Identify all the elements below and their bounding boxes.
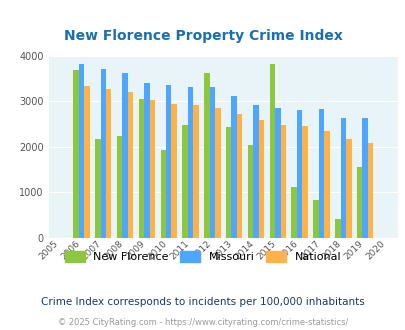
Bar — [166, 85, 171, 238]
Bar — [367, 143, 373, 238]
Bar — [128, 92, 133, 238]
Bar — [171, 104, 177, 238]
Bar — [73, 70, 79, 238]
Text: Crime Index corresponds to incidents per 100,000 inhabitants: Crime Index corresponds to incidents per… — [41, 297, 364, 307]
Bar — [340, 118, 345, 238]
Bar — [117, 136, 122, 238]
Bar — [296, 110, 302, 238]
Legend: New Florence, Missouri, National: New Florence, Missouri, National — [60, 247, 345, 267]
Bar — [362, 118, 367, 238]
Bar — [313, 200, 318, 238]
Bar — [269, 64, 275, 238]
Bar — [324, 130, 329, 238]
Bar — [193, 105, 198, 238]
Bar — [160, 150, 166, 238]
Bar — [100, 69, 106, 238]
Bar — [122, 73, 128, 238]
Text: New Florence Property Crime Index: New Florence Property Crime Index — [64, 29, 341, 43]
Bar — [318, 109, 324, 238]
Bar — [139, 99, 144, 238]
Text: © 2025 CityRating.com - https://www.cityrating.com/crime-statistics/: © 2025 CityRating.com - https://www.city… — [58, 318, 347, 327]
Bar — [188, 87, 193, 238]
Bar — [356, 167, 362, 238]
Bar — [215, 108, 220, 238]
Bar — [95, 139, 100, 238]
Bar — [275, 108, 280, 238]
Bar — [231, 96, 237, 238]
Bar — [253, 105, 258, 238]
Bar — [149, 100, 155, 238]
Bar — [79, 64, 84, 238]
Bar — [106, 89, 111, 238]
Bar — [237, 114, 242, 238]
Bar — [226, 127, 231, 238]
Bar — [302, 126, 307, 238]
Bar — [280, 125, 286, 238]
Bar — [144, 83, 149, 238]
Bar — [204, 73, 209, 238]
Bar — [334, 218, 340, 238]
Bar — [291, 187, 296, 238]
Bar — [247, 145, 253, 238]
Bar — [345, 139, 351, 238]
Bar — [209, 87, 215, 238]
Bar — [84, 85, 90, 238]
Bar — [258, 120, 264, 238]
Bar — [182, 125, 188, 238]
